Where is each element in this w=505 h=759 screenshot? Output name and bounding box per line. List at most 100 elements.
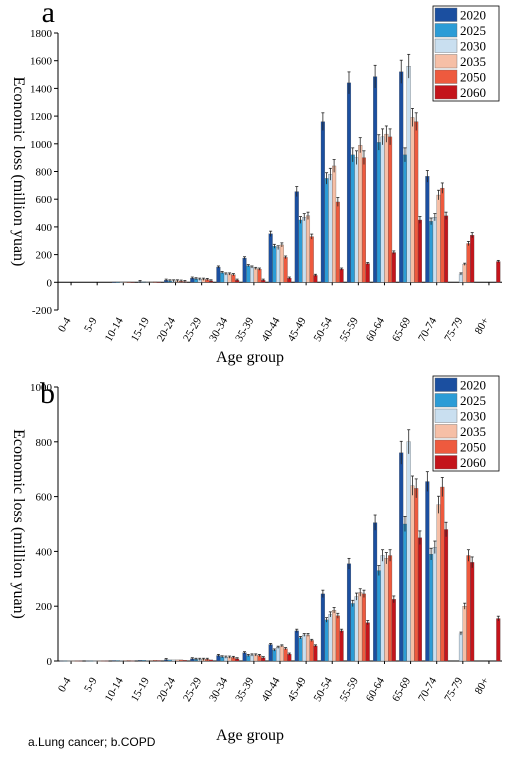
- bar: [220, 272, 225, 283]
- x-tick-label: 80+: [473, 316, 492, 337]
- bar: [373, 522, 378, 662]
- bar: [138, 660, 143, 662]
- x-tick-label: 0-4: [56, 315, 74, 334]
- bar: [167, 659, 172, 662]
- x-tick-label: 55-59: [338, 315, 361, 344]
- x-tick-label: 75-79: [442, 315, 465, 344]
- x-tick-label: 10-14: [103, 315, 126, 344]
- bar: [358, 592, 363, 662]
- legend-box: [432, 5, 500, 102]
- x-tick-label: 60-64: [364, 675, 387, 704]
- legend-swatch: [434, 69, 458, 84]
- bar: [149, 281, 154, 283]
- x-tick-label: 40-44: [259, 675, 282, 704]
- bar: [294, 191, 299, 283]
- bar: [466, 555, 471, 662]
- legend-label: 2025: [460, 393, 486, 408]
- legend-label: 2060: [460, 85, 486, 100]
- legend-swatch: [434, 23, 458, 38]
- bar: [391, 599, 396, 662]
- x-tick-label: 70-74: [416, 315, 439, 344]
- y-tick-label: 1000: [30, 382, 53, 394]
- bar: [302, 217, 307, 283]
- x-tick-label: 25-29: [181, 315, 204, 344]
- x-tick-label: 65-69: [390, 675, 413, 704]
- bar: [444, 529, 449, 662]
- legend-swatch: [434, 54, 458, 69]
- bar: [145, 281, 150, 283]
- legend-box: [432, 375, 500, 472]
- bar: [153, 660, 158, 662]
- bar: [346, 82, 352, 283]
- y-tick-label: 1200: [30, 111, 53, 123]
- bar: [175, 659, 180, 662]
- x-tick-label: 60-64: [364, 315, 387, 344]
- bar: [309, 640, 314, 662]
- bar: [93, 660, 98, 662]
- bar: [276, 247, 281, 283]
- x-tick-label: 30-34: [207, 315, 230, 344]
- y-tick-label: 800: [36, 167, 53, 179]
- legend-label: 2050: [460, 440, 486, 455]
- bar: [227, 273, 232, 283]
- x-tick-label: 50-54: [312, 315, 335, 344]
- x-tick-label: 35-39: [233, 315, 256, 344]
- bar: [283, 257, 288, 283]
- bar: [115, 281, 120, 283]
- bar: [346, 563, 352, 662]
- legend-swatch: [434, 38, 458, 53]
- bar: [309, 236, 314, 283]
- y-tick-label: 600: [36, 194, 53, 206]
- bar: [376, 142, 381, 283]
- y-axis-title: Economic loss (million yuan): [10, 429, 27, 619]
- x-tick-label: 5-9: [82, 315, 100, 334]
- y-tick-label: 800: [36, 437, 53, 449]
- bar: [320, 593, 325, 662]
- bar: [70, 660, 75, 662]
- x-tick-label: 0-4: [56, 675, 74, 694]
- y-axis-title: Economic loss (million yuan): [10, 77, 27, 267]
- legend-swatch: [434, 455, 458, 470]
- bar: [272, 649, 277, 662]
- bar: [429, 221, 434, 283]
- y-tick-label: 200: [36, 250, 53, 262]
- bar: [182, 660, 187, 662]
- bar: [223, 273, 228, 283]
- bar: [440, 187, 445, 283]
- legend-label: 2025: [460, 23, 486, 38]
- legend-label: 2020: [460, 378, 486, 393]
- bar: [410, 485, 415, 662]
- bar: [246, 265, 251, 283]
- x-tick-label: 20-24: [155, 315, 178, 344]
- bar: [305, 215, 311, 283]
- bar: [339, 630, 344, 662]
- bar: [417, 219, 422, 283]
- bar: [298, 637, 303, 662]
- bar: [402, 154, 407, 283]
- bar: [305, 634, 311, 662]
- figure-caption: a.Lung cancer; b.COPD: [28, 735, 156, 749]
- x-tick-label: 65-69: [390, 315, 413, 344]
- x-tick-label: 55-59: [338, 675, 361, 704]
- legend-swatch: [434, 377, 458, 392]
- bar: [104, 660, 109, 662]
- bar: [496, 261, 501, 283]
- y-tick-label: 600: [36, 492, 53, 504]
- bar: [111, 660, 116, 662]
- bar: [59, 660, 64, 662]
- bar: [216, 266, 221, 283]
- bar: [78, 660, 83, 662]
- bar: [406, 66, 411, 283]
- bar: [302, 634, 307, 662]
- bar: [417, 537, 422, 662]
- x-tick-label: 75-79: [442, 675, 465, 704]
- bar: [458, 633, 463, 662]
- x-tick-label: 50-54: [312, 675, 335, 704]
- x-tick-label: 45-49: [285, 675, 308, 704]
- legend-label: 2060: [460, 455, 486, 470]
- x-tick-label: 10-14: [103, 675, 126, 704]
- y-tick-label: 400: [36, 222, 53, 234]
- bar: [388, 555, 393, 662]
- x-tick-label: 30-34: [207, 675, 230, 704]
- bar: [294, 630, 299, 662]
